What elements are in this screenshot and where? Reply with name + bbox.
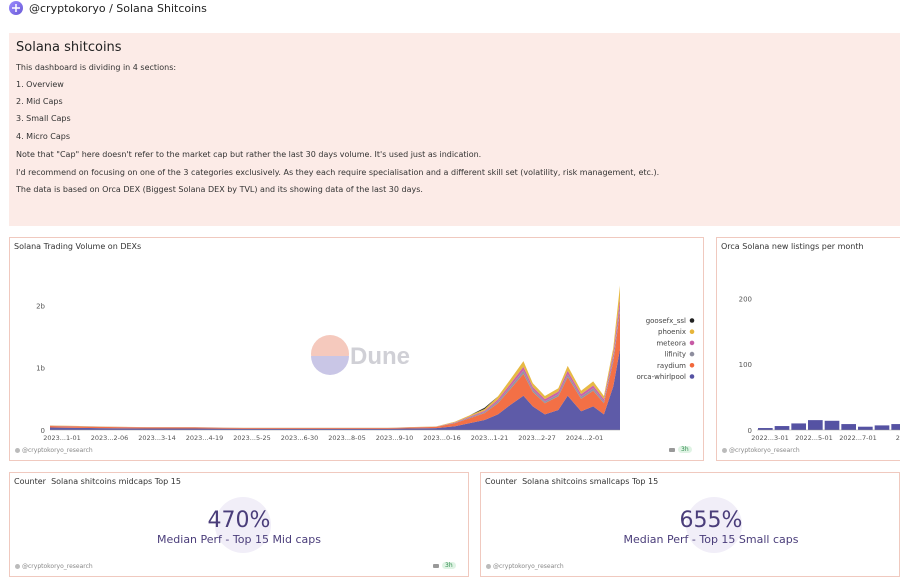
x-tick-label: 2023...2-27 — [518, 434, 556, 442]
legend-marker — [689, 329, 695, 334]
dashboard-logo-icon — [9, 1, 23, 15]
author-name: @cryptokoryo_research — [22, 563, 93, 570]
y-tick-label: 2b — [36, 302, 45, 310]
counter-watermark — [686, 497, 742, 553]
x-tick-label: 2022...7-01 — [839, 434, 877, 442]
author-link[interactable]: @cryptokoryo_research — [722, 447, 800, 454]
avatar — [486, 564, 491, 569]
card-header: Counter Solana shitcoins midcaps Top 15 — [14, 477, 181, 486]
x-tick-label: 2023...2-06 — [91, 434, 129, 442]
legend-label: lifinity — [664, 351, 686, 359]
legend-label: orca-whirlpool — [636, 373, 686, 381]
legend-label: phoenix — [658, 328, 686, 336]
x-tick-label: 2023...9-10 — [376, 434, 414, 442]
top-bar: @cryptokoryo / Solana Shitcoins — [0, 0, 900, 18]
bar — [791, 423, 806, 430]
bar — [874, 425, 890, 430]
dune-logo-shade — [311, 356, 349, 375]
x-tick-label: 2023...4-19 — [186, 434, 224, 442]
panel-line: 1. Overview — [16, 80, 64, 89]
legend-label: meteora — [656, 339, 686, 347]
legend-marker — [689, 363, 695, 368]
card-footer-icons: 3h — [669, 446, 692, 453]
panel-line: 2. Mid Caps — [16, 97, 63, 106]
y-tick-label: 0 — [748, 427, 752, 435]
y-tick-label: 100 — [739, 361, 752, 369]
bar — [891, 424, 900, 430]
x-tick-label: 202 — [896, 434, 900, 442]
card-type-label: Counter — [485, 477, 517, 486]
y-tick-label: 1b — [36, 365, 45, 373]
legend-label: goosefx_ssl — [646, 317, 686, 325]
panel-line: The data is based on Orca DEX (Biggest S… — [16, 185, 423, 194]
listings-chart-card[interactable]: Orca Solana new listings per month 0 100 2… — [716, 237, 900, 461]
panel-line: Note that "Cap" here doesn't refer to th… — [16, 150, 482, 159]
smallcaps-counter-card[interactable]: Counter Solana shitcoins smallcaps Top 1… — [480, 472, 900, 577]
dune-watermark-text: Dune — [350, 343, 410, 370]
avatar — [15, 564, 20, 569]
legend-label: raydium — [657, 362, 686, 370]
legend-marker — [689, 318, 695, 323]
x-tick-label: 2023...5-25 — [233, 434, 271, 442]
panel-line: 3. Small Caps — [16, 114, 71, 123]
panel-title: Solana shitcoins — [16, 40, 122, 55]
x-tick-label: 2023...1-01 — [43, 434, 81, 442]
author-name: @cryptokoryo_research — [729, 447, 800, 454]
card-title: Solana shitcoins midcaps Top 15 — [51, 477, 181, 486]
x-tick-label: 2023...8-05 — [328, 434, 366, 442]
panel-line: This dashboard is dividing in 4 sections… — [16, 63, 177, 72]
x-tick-label: 2022...3-01 — [751, 434, 789, 442]
bar — [758, 428, 773, 430]
counter-watermark — [215, 497, 271, 553]
card-title: Solana Trading Volume on DEXs — [14, 242, 142, 251]
y-tick-label: 200 — [739, 295, 752, 303]
card-footer-icons: 3h — [433, 562, 456, 569]
volume-chart-card[interactable]: Solana Trading Volume on DEXs Dune 0 1b 2b 2… — [9, 237, 704, 461]
listings-chart: 0 100 200 2022...3-01 2022...5-01 2022...7-01… — [739, 295, 900, 442]
description-panel: Solana shitcoins This dashboard is divid… — [9, 33, 900, 226]
bar — [858, 426, 873, 430]
bar — [824, 420, 840, 430]
author-name: @cryptokoryo_research — [493, 563, 564, 570]
dune-watermark: Dune — [311, 335, 410, 375]
card-header: Counter Solana shitcoins smallcaps Top 1… — [485, 477, 658, 486]
camera-icon[interactable] — [433, 563, 439, 568]
author-link[interactable]: @cryptokoryo_research — [15, 447, 93, 454]
volume-chart: Dune 0 1b 2b 2023...1-01 2023...2-06 2023...3-… — [36, 285, 695, 442]
author-name: @cryptokoryo_research — [22, 447, 93, 454]
x-tick-label: 2023...3-14 — [138, 434, 176, 442]
x-tick-label: 2023...1-21 — [471, 434, 509, 442]
avatar — [15, 448, 20, 453]
legend-marker — [689, 351, 695, 357]
legend-marker — [689, 340, 695, 346]
x-tick-label: 2023...6-30 — [281, 434, 319, 442]
y-tick-label: 0 — [41, 427, 45, 435]
x-tick-label: 2024...2-01 — [566, 434, 604, 442]
legend-marker — [689, 374, 695, 379]
refresh-badge[interactable]: 3h — [442, 562, 456, 569]
bar — [808, 420, 823, 430]
bar — [774, 426, 790, 430]
avatar — [722, 448, 727, 453]
camera-icon[interactable] — [669, 447, 675, 452]
counter-value: 470% — [207, 508, 271, 533]
card-title: Solana shitcoins smallcaps Top 15 — [522, 477, 659, 486]
panel-line: 4. Micro Caps — [16, 132, 70, 141]
panel-line: I'd recommend on focusing on one of the … — [16, 168, 660, 177]
x-tick-label: 2023...0-16 — [423, 434, 461, 442]
refresh-badge[interactable]: 3h — [678, 446, 692, 453]
series-area-orca-whirlpool — [50, 349, 620, 430]
card-type-label: Counter — [14, 477, 46, 486]
breadcrumb[interactable]: @cryptokoryo / Solana Shitcoins — [29, 2, 207, 15]
counter-label: Median Perf - Top 15 Small caps — [623, 533, 799, 546]
midcaps-counter-card[interactable]: Counter Solana shitcoins midcaps Top 15 … — [9, 472, 469, 577]
author-link[interactable]: @cryptokoryo_research — [486, 563, 564, 570]
counter-label: Median Perf - Top 15 Mid caps — [157, 533, 321, 546]
counter-value: 655% — [679, 508, 743, 533]
bar — [841, 424, 856, 430]
author-link[interactable]: @cryptokoryo_research — [15, 563, 93, 570]
x-tick-label: 2022...5-01 — [795, 434, 833, 442]
card-title: Orca Solana new listings per month — [721, 242, 864, 251]
